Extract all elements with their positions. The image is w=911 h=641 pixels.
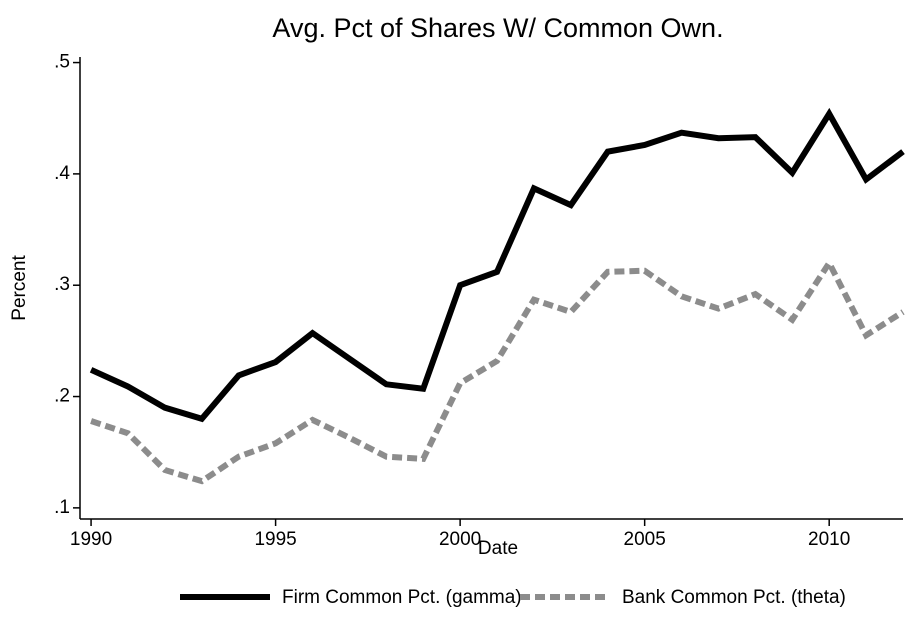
x-tick-label: 2000 <box>439 529 481 550</box>
y-axis-label: Percent <box>9 255 30 321</box>
legend-label: Firm Common Pct. (gamma) <box>282 587 522 608</box>
x-tick-label: 2010 <box>808 529 850 550</box>
x-tick-label: 1990 <box>70 529 112 550</box>
x-tick-label: 1995 <box>254 529 296 550</box>
chart-title: Avg. Pct of Shares W/ Common Own. <box>272 13 723 43</box>
legend-label: Bank Common Pct. (theta) <box>622 587 846 608</box>
x-tick-label: 2005 <box>624 529 666 550</box>
line-series <box>89 107 905 423</box>
x-axis-label: Date <box>478 538 518 559</box>
y-tick-label: .1 <box>54 497 70 518</box>
y-tick-label: .5 <box>54 52 70 73</box>
y-tick-label: .3 <box>54 274 70 295</box>
y-tick-label: .4 <box>54 163 70 184</box>
line-series <box>90 256 905 485</box>
y-tick-label: .2 <box>54 386 70 407</box>
